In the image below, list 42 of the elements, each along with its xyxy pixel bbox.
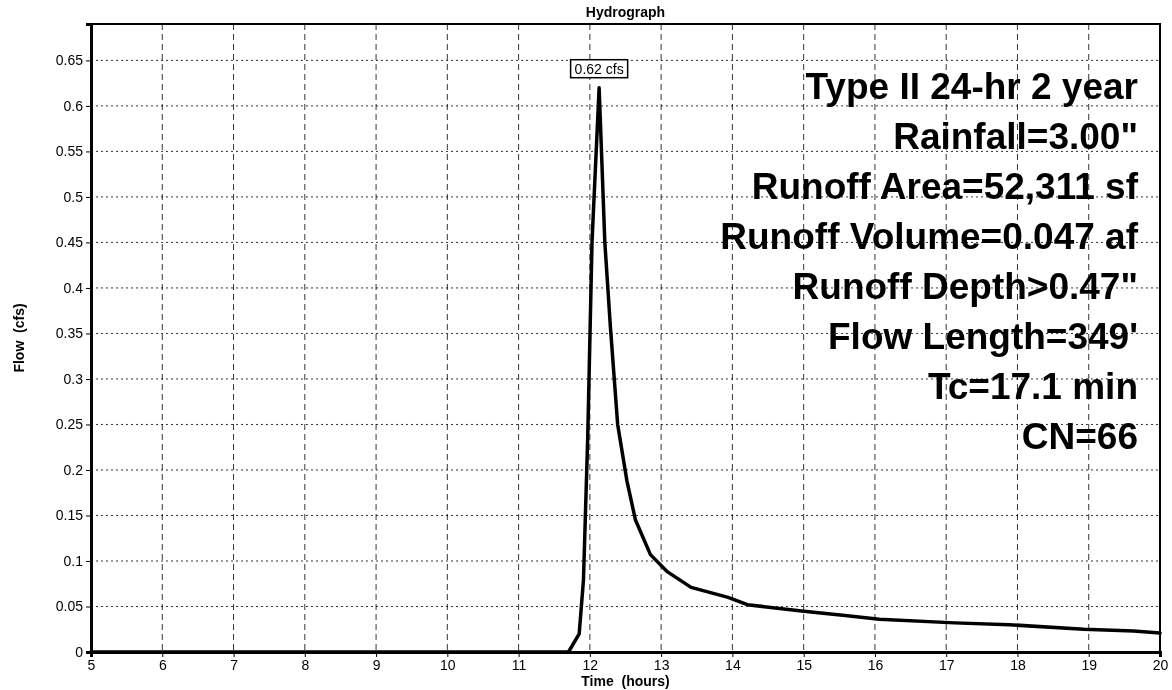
x-axis-title: Time (hours) [581,673,670,689]
x-tick-label: 20 [1152,656,1169,673]
annotation: Type II 24-hr 2 year [805,66,1138,107]
annotation: Runoff Depth>0.47" [792,266,1138,307]
x-tick-label: 8 [301,656,310,673]
annotation: Runoff Area=52,311 sf [751,166,1139,207]
x-tick-label: 12 [582,656,599,673]
y-tick-label: 0.15 [55,507,84,524]
y-tick-label: 0.35 [55,325,84,342]
annotation: 0.62 cfs [574,60,624,77]
chart-title: Hydrograph [585,4,666,20]
x-tick-label: 13 [653,656,670,673]
x-tick-label: 10 [440,656,456,673]
y-tick-label: 0.55 [55,143,84,160]
x-tick-label: 7 [230,656,239,673]
y-tick-label: 0.4 [63,279,84,296]
x-tick-label: 9 [372,656,381,673]
x-tick-label: 14 [725,656,741,673]
x-tick-label: 15 [796,656,813,673]
y-tick-label: 0.65 [55,52,84,69]
y-tick-label: 0.1 [63,552,84,569]
y-tick-label: 0.6 [63,97,84,114]
y-tick-label: 0.45 [55,234,84,251]
y-tick-label: 0.5 [63,188,84,205]
annotation: Flow Length=349' [828,316,1138,357]
annotation: Runoff Volume=0.047 af [720,216,1139,257]
y-axis-title: Flow (cfs) [11,303,27,373]
y-tick-label: 0.25 [55,416,84,433]
y-tick-label: 0.2 [63,461,84,478]
annotation: Rainfall=3.00" [893,116,1138,157]
x-tick-label: 11 [511,656,527,673]
x-tick-label: 6 [158,656,167,673]
y-tick-label: 0.3 [63,370,84,387]
x-tick-label: 18 [1010,656,1026,673]
x-tick-label: 5 [87,656,96,673]
x-tick-label: 19 [1081,656,1098,673]
x-tick-label: 17 [938,656,955,673]
annotation: Tc=17.1 min [927,366,1138,407]
y-tick-label: 0 [75,643,84,660]
annotation: CN=66 [1021,416,1138,457]
y-tick-label: 0.05 [55,598,84,615]
x-tick-label: 16 [867,656,884,673]
